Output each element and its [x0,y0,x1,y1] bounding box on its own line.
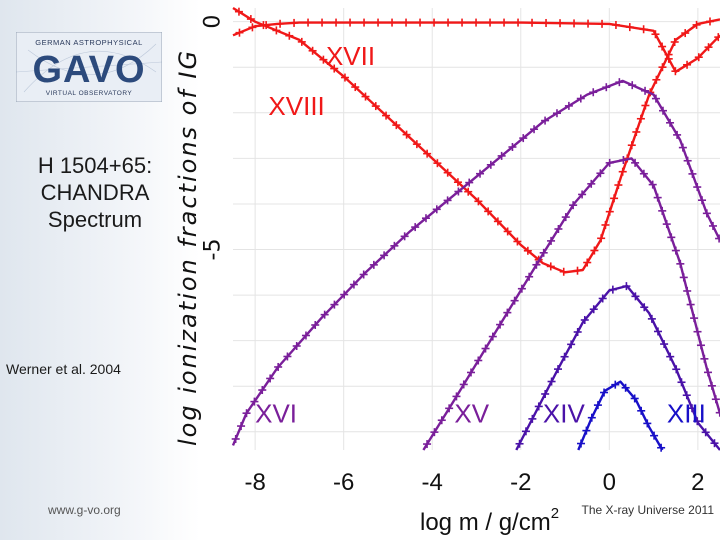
x-axis-label-text: log m / g/cm [420,509,551,536]
series-line-xviii [232,6,720,274]
y-tick-label: -5 [201,239,226,261]
x-tick-label: -8 [244,469,265,496]
y-axis-label: log ionization fractions of IG [174,49,202,446]
footer-event: The X-ray Universe 2011 [581,503,714,517]
logo-sub-line: VIRTUAL OBSERVATORY [46,90,133,97]
series-label-xvi: XVI [255,399,297,429]
x-tick-label: -2 [510,469,531,496]
series-layer [231,6,720,452]
x-tick-label: -6 [333,469,354,496]
plot-area [233,8,720,450]
series-label-xv: XV [454,399,489,429]
footer-url: www.g-vo.org [48,503,121,517]
axis-ticks: -8 -6 -4 -2 0 2 0 -5 [201,15,705,496]
x-tick-label: -4 [422,469,443,496]
y-tick-label: 0 [201,15,226,29]
citation: Werner et al. 2004 [6,361,121,377]
series-label-xiv: XIV [543,399,586,429]
logo-name: GAVO [32,49,145,91]
series-label-xvii: XVII [326,41,375,71]
slide-title: H 1504+65: CHANDRA Spectrum [20,152,170,233]
series-line-xvi [231,79,720,446]
x-tick-label: 2 [691,469,704,496]
series-label-xiii: XIII [667,399,706,429]
slide-title-line: H 1504+65: [37,153,153,178]
grid [233,8,720,450]
x-axis-label-superscript: 2 [551,505,559,522]
slide-title-line: CHANDRA [40,180,150,205]
x-tick-label: 0 [603,469,616,496]
series-label-xviii: XVIII [268,91,324,121]
gavo-logo: GERMAN ASTROPHYSICAL GAVO VIRTUAL OBSERV… [16,32,162,102]
slide-title-line: Spectrum [47,207,143,232]
x-axis-label: log m / g/cm2 [420,505,559,536]
logo-org-line: GERMAN ASTROPHYSICAL [35,38,143,47]
